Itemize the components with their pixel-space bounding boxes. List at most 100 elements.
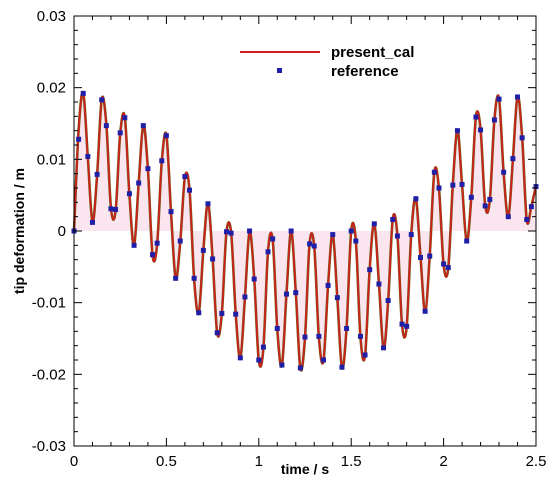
reference-marker: [505, 214, 511, 220]
legend-reference-swatch: [277, 68, 282, 73]
reference-marker: [394, 233, 400, 239]
reference-marker: [117, 130, 123, 136]
x-tick-label: 2.5: [526, 453, 547, 470]
y-tick-label: 0.01: [37, 151, 66, 168]
reference-marker: [320, 357, 326, 363]
reference-marker: [496, 96, 502, 102]
reference-marker: [99, 97, 105, 103]
reference-marker: [482, 203, 488, 209]
reference-marker: [450, 182, 456, 188]
reference-marker: [182, 174, 188, 180]
reference-marker: [177, 238, 183, 244]
reference-marker: [311, 243, 317, 249]
reference-marker: [284, 291, 290, 297]
reference-marker: [408, 232, 414, 238]
reference-marker: [260, 344, 266, 350]
reference-marker: [302, 334, 308, 340]
x-tick-label: 1.5: [341, 453, 362, 470]
legend: present_cal reference: [240, 44, 414, 80]
reference-marker: [247, 228, 253, 234]
legend-reference-label: reference: [331, 63, 399, 80]
reference-marker: [441, 261, 447, 267]
reference-marker: [528, 204, 534, 210]
reference-marker: [89, 219, 95, 225]
reference-marker: [357, 333, 363, 339]
y-tick-label: -0.02: [32, 366, 66, 383]
reference-marker: [524, 217, 530, 223]
reference-marker: [154, 240, 160, 246]
reference-marker: [344, 325, 350, 331]
reference-marker: [228, 230, 234, 236]
reference-marker: [330, 232, 336, 238]
reference-marker: [210, 256, 216, 262]
reference-marker: [251, 276, 257, 282]
reference-marker: [464, 238, 470, 244]
reference-marker: [293, 290, 299, 296]
reference-marker: [113, 207, 119, 212]
reference-marker: [274, 325, 280, 331]
reference-marker: [136, 180, 142, 186]
reference-marker: [223, 229, 229, 235]
reference-marker: [487, 196, 493, 202]
reference-marker: [85, 153, 91, 159]
reference-marker: [76, 136, 82, 142]
reference-marker: [385, 298, 391, 304]
y-tick-label: -0.03: [32, 438, 66, 455]
y-tick-label: 0: [58, 223, 66, 240]
marker-layer: [71, 90, 539, 371]
reference-marker: [501, 169, 507, 175]
reference-marker: [270, 236, 276, 242]
reference-marker: [242, 294, 248, 300]
x-tick-label: 1: [255, 453, 263, 470]
reference-marker: [205, 201, 211, 207]
reference-marker: [307, 241, 313, 247]
y-axis-title: tip deformation / m: [11, 168, 27, 294]
reference-marker: [362, 352, 368, 358]
reference-marker: [436, 185, 442, 191]
reference-marker: [214, 330, 220, 336]
legend-present-cal-label: present_cal: [331, 44, 414, 61]
reference-marker: [413, 196, 419, 202]
reference-marker: [422, 308, 428, 314]
reference-marker: [126, 191, 132, 197]
reference-marker: [316, 333, 322, 339]
reference-marker: [140, 123, 146, 129]
reference-marker: [219, 310, 225, 316]
reference-marker: [288, 228, 294, 234]
x-tick-label: 0: [70, 453, 78, 470]
reference-marker: [339, 364, 345, 370]
reference-marker: [279, 362, 285, 368]
x-axis-title: time / s: [281, 461, 329, 477]
reference-marker: [297, 365, 303, 371]
reference-marker: [381, 345, 387, 351]
reference-marker: [131, 242, 137, 248]
reference-marker: [80, 90, 86, 96]
reference-marker: [371, 221, 377, 227]
reference-marker: [196, 310, 202, 316]
reference-marker: [122, 115, 128, 121]
reference-marker: [427, 253, 433, 259]
reference-marker: [376, 281, 382, 287]
reference-marker: [491, 117, 497, 123]
reference-marker: [334, 295, 340, 301]
reference-marker: [150, 252, 156, 258]
reference-marker: [348, 228, 354, 234]
reference-marker: [187, 187, 192, 193]
reference-marker: [473, 114, 479, 120]
reference-marker: [404, 323, 410, 329]
reference-marker: [353, 238, 359, 244]
reference-marker: [108, 206, 114, 212]
reference-marker: [191, 275, 197, 281]
reference-marker: [418, 255, 423, 261]
reference-marker: [168, 209, 174, 215]
reference-marker: [265, 249, 271, 255]
reference-marker: [163, 133, 169, 139]
tick-layer: 0 0.5 1 1.5 2 2.5 -0.03 -0.02 -0.01 0 0.01 0.02 0.03: [32, 8, 547, 470]
x-tick-label: 2: [439, 453, 447, 470]
reference-marker: [325, 282, 331, 288]
reference-marker: [173, 275, 179, 281]
reference-marker: [256, 357, 262, 363]
reference-marker: [200, 247, 206, 253]
reference-marker: [468, 194, 474, 200]
reference-marker: [390, 217, 396, 223]
